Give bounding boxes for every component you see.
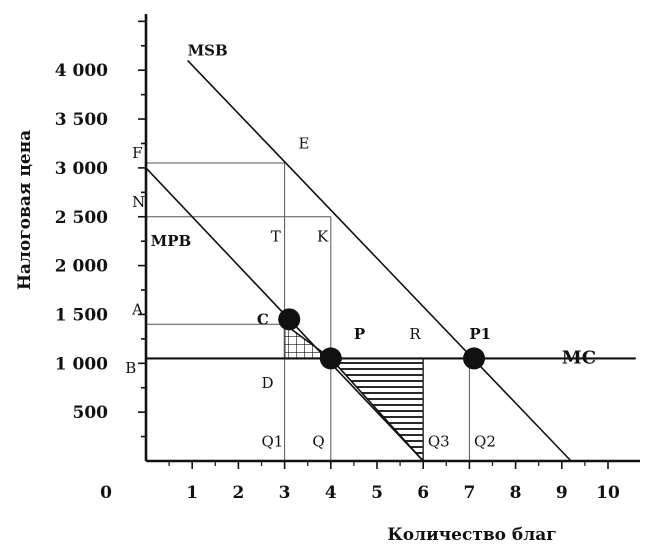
guide-lines-layer xyxy=(146,162,470,461)
point-label-q1: Q1 xyxy=(262,432,284,450)
point-label-n: N xyxy=(132,193,145,211)
point-label-k: K xyxy=(317,227,329,245)
x-tick-label-3: 3 xyxy=(279,483,291,503)
point-label-q: Q xyxy=(312,432,324,450)
labels-layer: F N E T K A C P R P1 B D Q1 Q Q3 Q2 MSB MPB MC xyxy=(125,42,596,451)
equilibrium-marker-0 xyxy=(278,308,301,331)
x-tick-label-7: 7 xyxy=(463,483,475,503)
point-label-d: D xyxy=(262,374,274,392)
point-label-e: E xyxy=(298,134,309,152)
y-tick-label-500: 500 xyxy=(73,403,109,423)
x-tick-label-5: 5 xyxy=(371,483,383,503)
x-tick-label-8: 8 xyxy=(510,483,522,503)
x-tick-label-9: 9 xyxy=(556,483,568,503)
axes-layer: 500 1 000 1 500 2 000 2 500 3 000 3 500 4 000 1 2… xyxy=(55,14,640,503)
point-label-c: C xyxy=(257,310,269,328)
x-tick-label-6: 6 xyxy=(417,483,429,503)
point-label-q3: Q3 xyxy=(428,432,450,450)
equilibrium-marker-2 xyxy=(463,347,486,370)
y-axis-title: Налоговая цена xyxy=(15,130,35,290)
y-tick-label-1500: 1 500 xyxy=(55,305,108,325)
point-label-f: F xyxy=(132,144,142,162)
curve-msb xyxy=(187,59,572,462)
origin-label: 0 xyxy=(100,483,112,503)
point-label-r: R xyxy=(409,325,421,343)
y-tick-label-3500: 3 500 xyxy=(55,110,108,130)
x-axis-title: Количество благ xyxy=(387,525,556,545)
point-label-mc: MC xyxy=(562,347,596,368)
point-label-p: P xyxy=(354,325,365,343)
y-tick-label-3000: 3 000 xyxy=(55,159,108,179)
x-tick-label-4: 4 xyxy=(325,483,337,503)
x-tick-label-2: 2 xyxy=(232,483,244,503)
point-label-t: T xyxy=(271,227,281,245)
point-label-msb: MSB xyxy=(188,42,228,60)
point-label-a: A xyxy=(131,301,143,319)
y-tick-label-2000: 2 000 xyxy=(55,257,108,277)
point-label-mpb: MPB xyxy=(151,232,192,250)
x-tick-label-1: 1 xyxy=(186,483,198,503)
y-tick-label-4000: 4 000 xyxy=(55,61,108,81)
point-label-q2: Q2 xyxy=(474,432,496,450)
equilibrium-marker-1 xyxy=(319,347,342,370)
markers-layer xyxy=(278,308,486,370)
y-tick-label-1000: 1 000 xyxy=(55,354,108,374)
x-tick-label-10: 10 xyxy=(596,483,620,503)
point-label-p1: P1 xyxy=(469,325,491,343)
shaded-regions-layer xyxy=(283,322,425,464)
point-label-b: B xyxy=(125,359,136,377)
y-tick-label-2500: 2 500 xyxy=(55,208,108,228)
